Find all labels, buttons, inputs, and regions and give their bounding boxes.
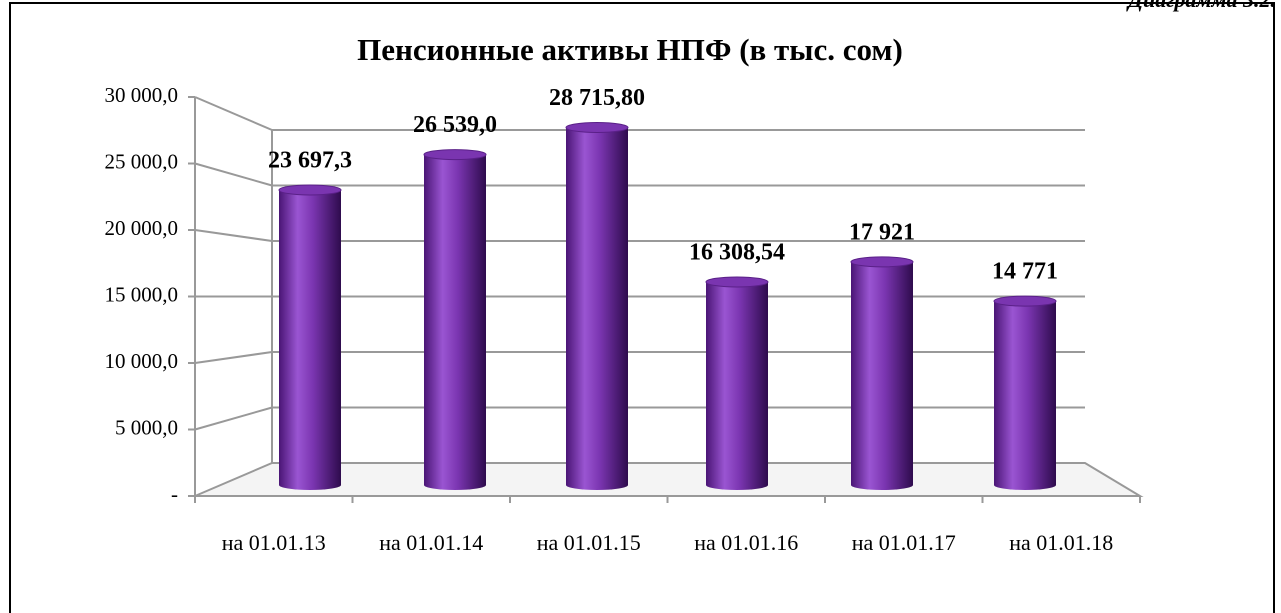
y-tick-label: 25 000,0 <box>105 149 179 173</box>
chart-title: Пенсионные активы НПФ (в тыс. сом) <box>357 32 903 67</box>
bar-top <box>850 256 914 268</box>
data-label: 26 539,0 <box>413 112 497 138</box>
bar-top <box>565 121 629 133</box>
y-tick-label: 5 000,0 <box>115 415 178 439</box>
data-label: 14 771 <box>992 259 1058 285</box>
bar-top <box>423 149 487 161</box>
x-tick-label: на 01.01.18 <box>1009 530 1113 555</box>
bar-top <box>705 276 769 288</box>
bar <box>705 276 769 490</box>
y-tick-label: 15 000,0 <box>105 282 179 306</box>
bar-top <box>993 295 1057 307</box>
data-label: 16 308,54 <box>689 239 785 265</box>
bar-body <box>706 281 768 490</box>
bar-top <box>278 184 342 196</box>
bar <box>565 121 629 491</box>
bar <box>278 184 342 490</box>
y-tick-label: 20 000,0 <box>105 216 179 240</box>
caption: Диаграмма 3.2. <box>1126 0 1276 12</box>
bar-body <box>424 154 486 490</box>
grid-line <box>194 406 273 431</box>
y-tick-label: 30 000,0 <box>105 83 179 107</box>
grid-line <box>194 351 273 364</box>
data-label: 28 715,80 <box>549 85 645 111</box>
bar-body <box>851 261 913 490</box>
x-tick-label: на 01.01.17 <box>852 530 956 555</box>
x-tick-label: на 01.01.14 <box>379 530 483 555</box>
bar <box>993 295 1057 490</box>
grid-line <box>194 162 273 187</box>
bar-body <box>279 189 341 490</box>
bar-body <box>994 301 1056 490</box>
y-tick-label: 10 000,0 <box>105 349 179 373</box>
x-tick-label: на 01.01.13 <box>222 530 326 555</box>
bar <box>423 149 487 490</box>
data-label: 17 921 <box>849 219 915 245</box>
x-tick-label: на 01.01.16 <box>694 530 798 555</box>
data-label: 23 697,3 <box>268 147 352 173</box>
grid-line <box>194 229 273 242</box>
bar-body <box>566 127 628 491</box>
y-tick-label: - <box>171 482 178 506</box>
x-tick-label: на 01.01.15 <box>537 530 641 555</box>
grid-line <box>194 96 273 131</box>
bar <box>850 256 914 490</box>
frame <box>9 2 1275 613</box>
